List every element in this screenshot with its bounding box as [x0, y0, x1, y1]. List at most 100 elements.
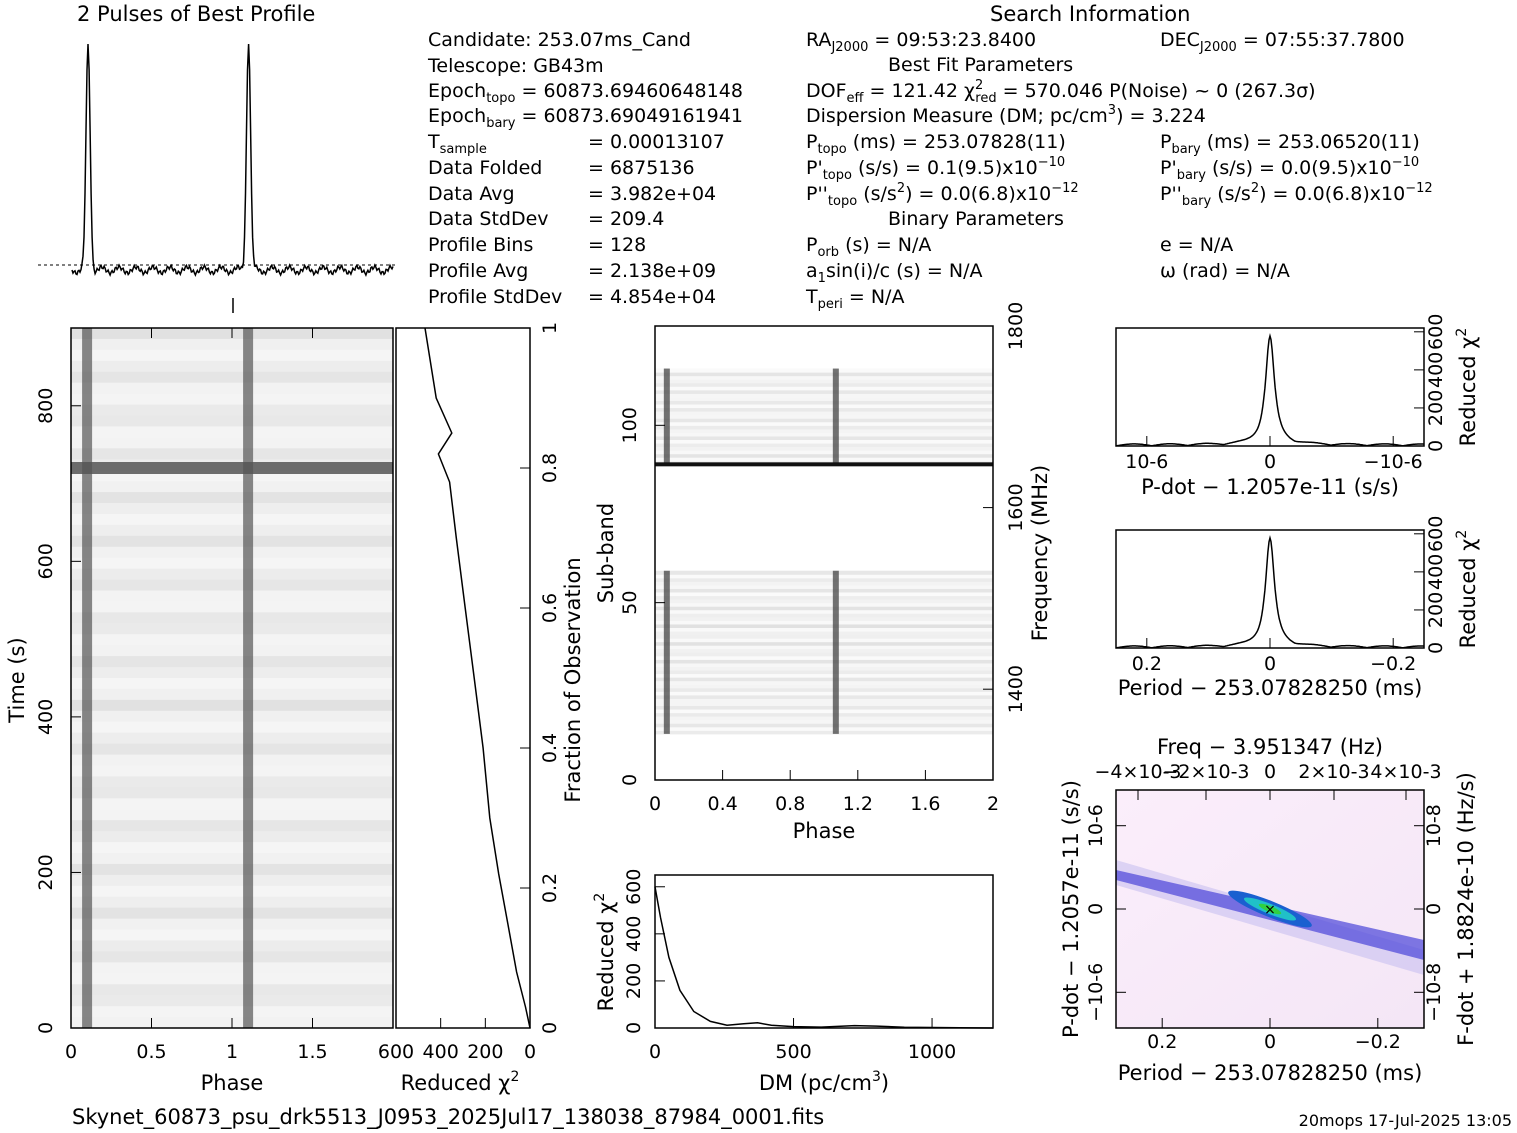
info-left-column: Candidate: 253.07ms_Cand Telescope: GB43… [427, 29, 743, 308]
p-pdot-x2tick-label: −2×10-3 [1162, 761, 1249, 783]
time-phase-row [71, 940, 393, 952]
time-phase-xtick-label: 0.5 [136, 1041, 166, 1063]
subband-y2tick-label: 1800 [1005, 302, 1027, 350]
chi2-time-panel: 600 400 200 00 0.2 0.4 0.6 0.8 1 Reduced χ2 Frac… [378, 322, 585, 1095]
time-phase-row [71, 732, 393, 745]
t-sample-text: Tsample = 0.00013107 [427, 131, 725, 157]
p-pdot-ytick-label: 0 [1085, 903, 1107, 915]
p-pdot-x2tick-label: 2×10-3 [1298, 761, 1369, 783]
subband-row [655, 574, 993, 579]
p-pdot-x2tick-label: −4×10-3 [1094, 761, 1181, 783]
time-phase-row [71, 590, 393, 602]
time-phase-row [71, 568, 393, 581]
time-phase-row [71, 503, 393, 515]
profile-series-line [71, 43, 394, 277]
subband-row [655, 435, 993, 440]
time-phase-xtick-label: 1 [226, 1041, 238, 1063]
dm-text: Dispersion Measure (DM; pc/cm3) = 3.224 [806, 103, 1206, 127]
subband-row [655, 701, 993, 707]
time-phase-row [71, 765, 393, 777]
subband-row [655, 673, 993, 678]
time-phase-row [71, 601, 393, 613]
time-phase-row [71, 338, 393, 351]
time-phase-row [71, 634, 393, 646]
subband-row [655, 592, 993, 597]
dm-xtick-label: 500 [775, 1041, 811, 1063]
subband-row [655, 659, 993, 664]
time-phase-row [71, 874, 393, 887]
pdot-ylabel: Reduced χ2 [1454, 328, 1480, 447]
time-phase-row [71, 470, 393, 482]
chi2-time-ytick-label: 0.2 [539, 873, 561, 903]
time-phase-row [71, 962, 393, 974]
p-pdot-ytick-label: 10-6 [1085, 804, 1107, 847]
p-topo-text: Ptopo (ms) = 253.07828(11) [806, 131, 1066, 157]
chi2-time-xtick-label: 600 [378, 1041, 414, 1063]
subband-row [655, 411, 993, 416]
pdd-bary-text: P''bary (s/s2) = 0.0(6.8)x10−12 [1160, 181, 1433, 209]
p-pdot-contour-3 [1258, 903, 1282, 915]
subband-row [655, 404, 993, 409]
subband-row [655, 666, 993, 671]
filename-footer: Skynet_60873_psu_drk5513_J0953_2025Jul17… [72, 1105, 824, 1130]
subband-xtick-label: 0.8 [775, 793, 805, 815]
subband-ylabel: Sub-band [594, 503, 618, 603]
subband-row [655, 606, 993, 611]
t-peri-text: Tperi = N/A [805, 286, 904, 312]
period-xlabel: Period − 253.07828250 (ms) [1118, 676, 1423, 700]
dm-ytick-label: 200 [623, 963, 645, 999]
period-xtick-label: −0.2 [1370, 653, 1416, 675]
chi2-time-xtick-label: 0 [524, 1041, 536, 1063]
subband-row [655, 428, 993, 433]
subband-row [655, 613, 993, 618]
subband-y2label: Frequency (MHz) [1028, 465, 1052, 641]
chi2-time-series-line [424, 327, 531, 1029]
subband-ytick-label: 100 [619, 407, 641, 443]
chi2-time-ytick-label: 0 [539, 1022, 561, 1034]
subband-pulse-column [663, 570, 670, 734]
best-fit-header: Best Fit Parameters [888, 54, 1073, 76]
time-phase-row [71, 579, 393, 591]
subband-xtick-label: 2 [987, 793, 999, 815]
time-phase-row [71, 918, 393, 931]
time-phase-row [71, 798, 393, 810]
dm-ytick-label: 0 [623, 1022, 645, 1034]
a1sini-text: a1sin(i)/c (s) = N/A [806, 260, 982, 286]
subband-phase-panel: 0 0.4 0.8 1.2 1.6 2 0 50 100 1400 1600 1800 Phase S… [594, 302, 1052, 843]
time-phase-row [71, 481, 393, 493]
pdd-topo-text: P''topo (s/s2) = 0.0(6.8)x10−12 [806, 181, 1079, 209]
subband-row [655, 712, 993, 717]
subband-bright-row [655, 462, 993, 467]
time-phase-panel: 0 0.5 1 1.5 0 200 400 600 800 Phase Time (s) [5, 327, 394, 1095]
period-ylabel: Reduced χ2 [1454, 530, 1480, 649]
time-phase-pulse-column [243, 328, 254, 1028]
subband-row [655, 386, 993, 391]
chi2-time-xtick-label: 400 [423, 1041, 459, 1063]
time-phase-row [71, 513, 393, 526]
subband-row [655, 396, 993, 401]
time-phase-xtick-label: 0 [65, 1041, 77, 1063]
subband-pulse-column [663, 368, 670, 465]
subband-row [655, 457, 993, 462]
subband-row [655, 662, 993, 667]
time-phase-row [71, 612, 393, 624]
data-folded-text: Data Folded = 6875136 [428, 157, 695, 179]
pd-bary-text: P'bary (s/s) = 0.0(9.5)x10−10 [1160, 155, 1419, 183]
p-orb-text: Porb (s) = N/A [806, 234, 931, 260]
time-phase-row [71, 437, 393, 449]
p-pdot-ytick-label: −10-6 [1085, 963, 1107, 1022]
dm-chi2-panel: 0 500 1000 0 200 400 600 DM (pc/cm3) Reduced χ… [592, 869, 994, 1095]
info-right-column: RAJ2000 = 09:53:23.8400 DECJ2000 = 07:55… [805, 29, 1433, 312]
subband-row [655, 698, 993, 703]
subband-row [655, 453, 993, 458]
time-phase-row [71, 907, 393, 920]
dm-xlabel: DM (pc/cm3) [759, 1069, 889, 1095]
pdot-xlabel: P-dot − 1.2057e-11 (s/s) [1141, 475, 1399, 499]
subband-ytick-label: 50 [619, 591, 641, 615]
subband-row [655, 446, 993, 451]
dm-ytick-label: 600 [623, 869, 645, 905]
subband-row [655, 414, 993, 419]
profile-stddev-text: Profile StdDev = 4.854e+04 [428, 286, 716, 308]
time-phase-row [71, 678, 393, 690]
subband-row [655, 372, 993, 377]
